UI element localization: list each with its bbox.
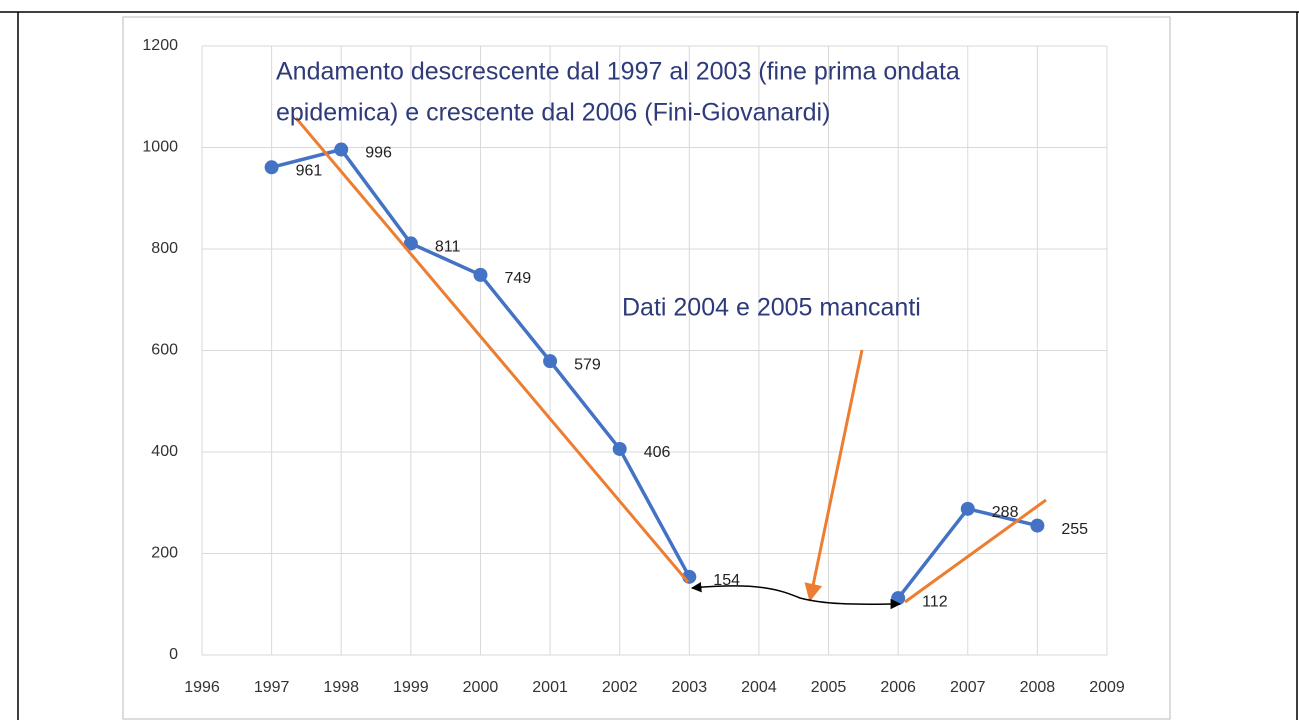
data-label: 961 (296, 163, 323, 180)
y-tick-label: 1200 (142, 37, 178, 54)
data-point (1030, 518, 1045, 533)
y-tick-label: 800 (151, 240, 178, 257)
data-point (960, 501, 975, 516)
data-point (473, 267, 488, 282)
data-label: 288 (992, 504, 1019, 521)
x-tick-label: 1996 (184, 679, 220, 696)
annotation: Andamento descrescente dal 1997 al 2003 … (276, 58, 960, 86)
data-label: 996 (365, 145, 392, 162)
data-point (264, 160, 279, 175)
data-point (891, 591, 906, 606)
x-tick-label: 1998 (323, 679, 359, 696)
x-tick-label: 2002 (602, 679, 638, 696)
x-tick-label: 2000 (463, 679, 499, 696)
y-tick-label: 1000 (142, 139, 178, 156)
data-point (334, 142, 349, 157)
data-point (403, 236, 418, 251)
x-tick-label: 1999 (393, 679, 429, 696)
y-tick-label: 200 (151, 545, 178, 562)
x-tick-label: 2008 (1020, 679, 1056, 696)
trend-line (904, 498, 1047, 604)
chart-border (122, 16, 1171, 720)
x-tick-label: 2006 (880, 679, 916, 696)
arrow (804, 349, 864, 602)
gap-arrow (690, 581, 902, 610)
data-label: 112 (922, 593, 948, 610)
y-tick-label: 0 (169, 646, 178, 663)
x-tick-label: 1997 (254, 679, 290, 696)
annotation: epidemica) e crescente dal 2006 (Fini-Gi… (276, 99, 830, 127)
y-tick-label: 400 (151, 443, 178, 460)
data-label: 749 (504, 270, 531, 287)
x-tick-label: 2001 (532, 679, 568, 696)
x-tick-label: 2007 (950, 679, 986, 696)
x-tick-label: 2009 (1089, 679, 1125, 696)
data-label: 579 (574, 356, 601, 373)
x-tick-label: 2005 (811, 679, 847, 696)
data-point (543, 354, 558, 369)
trend-line (294, 117, 690, 583)
data-label: 406 (644, 444, 671, 461)
data-label: 811 (435, 239, 461, 256)
x-tick-label: 2003 (672, 679, 708, 696)
data-point (612, 441, 627, 456)
grid (201, 45, 1108, 656)
data-label: 255 (1061, 521, 1088, 538)
x-tick-label: 2004 (741, 679, 777, 696)
y-tick-label: 600 (151, 342, 178, 359)
annotation: Dati 2004 e 2005 mancanti (622, 294, 921, 322)
